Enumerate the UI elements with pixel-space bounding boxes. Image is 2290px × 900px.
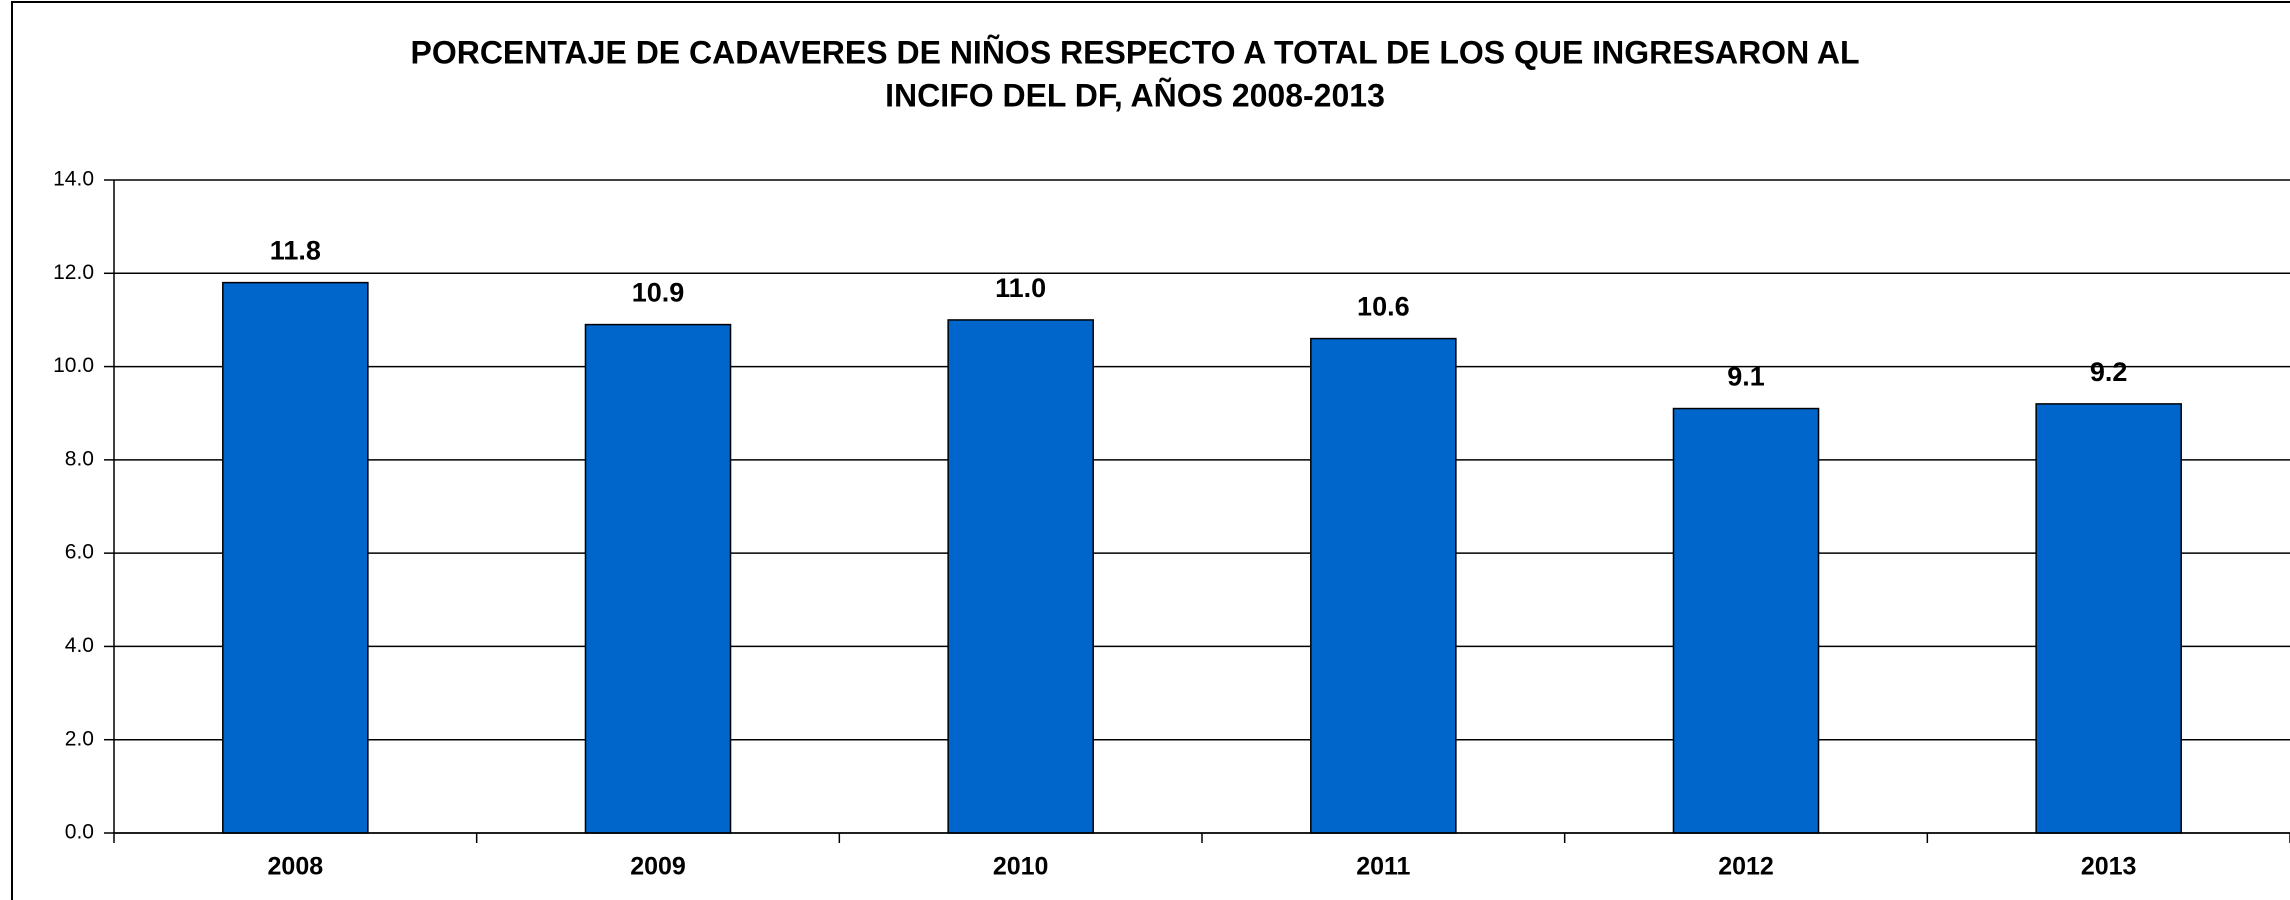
x-tick-label: 2012 [1718,853,1774,881]
x-tick-label: 2010 [993,853,1049,881]
data-label: 11.0 [995,273,1046,303]
bar [584,323,732,834]
y-tick-label: 10.0 [53,354,94,377]
data-label: 9.2 [2090,357,2128,387]
y-tick-label: 14.0 [53,168,94,191]
y-tick-label: 8.0 [65,447,94,470]
y-tick-label: 0.0 [65,821,94,844]
bar [2035,403,2182,834]
x-tick-label: 2008 [268,853,324,881]
chart-title: PORCENTAJE DE CADAVERES DE NIÑOS RESPECT… [410,34,1859,70]
x-tick-label: 2009 [630,853,686,881]
x-tick-label: 2013 [2081,853,2137,881]
x-tick-label: 2011 [1356,853,1410,881]
y-tick-label: 6.0 [65,541,94,564]
data-label: 10.6 [1357,292,1410,322]
data-label: 11.8 [270,236,321,266]
y-tick-label: 12.0 [53,261,94,284]
bar [222,281,369,834]
chart-title: INCIFO DEL DF, AÑOS 2008-2013 [885,77,1385,113]
bar [947,319,1094,834]
data-label: 9.1 [1727,362,1765,392]
chart-border [11,1,2290,900]
y-tick-label: 4.0 [65,634,94,657]
data-label: 10.9 [632,278,685,308]
bar [1672,407,1820,834]
bar [1310,337,1457,834]
y-tick-label: 2.0 [65,727,94,750]
